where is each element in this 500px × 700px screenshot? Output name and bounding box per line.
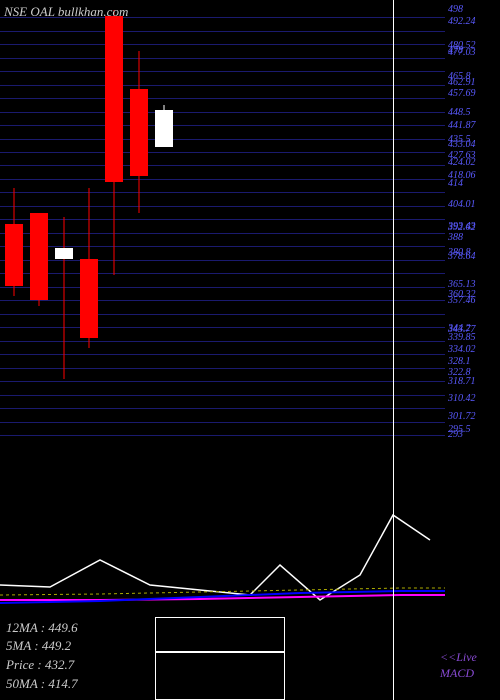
candle: [5, 10, 23, 435]
y-axis-label: 334.02: [448, 345, 476, 355]
candle: [105, 10, 123, 435]
price-panel: [0, 10, 445, 435]
y-axis-label: 301.72: [448, 412, 476, 422]
y-axis-label: 457.69: [448, 89, 476, 99]
candle-body: [105, 16, 123, 182]
indicator-panel: [0, 445, 445, 625]
candle-wick: [64, 217, 65, 379]
y-axis-label: 433.04: [448, 140, 476, 150]
y-axis-label: 492.24: [448, 17, 476, 27]
ma5-label: 5MA : 449.2: [6, 637, 78, 656]
y-axis-label: 498: [448, 5, 463, 15]
live-text-1: <<Live: [440, 650, 477, 666]
y-axis-label: 378.64: [448, 252, 476, 262]
candle: [130, 10, 148, 435]
price-label: Price : 432.7: [6, 656, 78, 675]
live-text-2: MACD: [440, 666, 477, 682]
y-axis-labels: 498492.24478480.52477.03465.8462.91457.6…: [448, 10, 500, 435]
indicator-lines: [0, 445, 445, 625]
info-box: 12MA : 449.6 5MA : 449.2 Price : 432.7 5…: [6, 619, 78, 694]
y-axis-label: 441.87: [448, 121, 476, 131]
y-axis-label: 339.85: [448, 333, 476, 343]
y-axis-label: 357.46: [448, 296, 476, 306]
candle-body: [130, 89, 148, 176]
y-axis-label: 318.71: [448, 377, 476, 387]
ma12-label: 12MA : 449.6: [6, 619, 78, 638]
y-axis-label: 462.91: [448, 78, 476, 88]
y-axis-label: 328.1: [448, 357, 471, 367]
outline-box: [155, 652, 285, 700]
candle-body: [80, 259, 98, 338]
outline-box: [155, 617, 285, 652]
y-axis-label: 293: [448, 430, 463, 440]
y-axis-label: 404.01: [448, 200, 476, 210]
candle: [80, 10, 98, 435]
y-axis-label: 424.02: [448, 158, 476, 168]
y-axis-label: 414: [448, 179, 463, 189]
gridline: [0, 435, 445, 436]
y-axis-label: 388: [448, 233, 463, 243]
candle-body: [5, 224, 23, 286]
candle-body: [30, 213, 48, 300]
y-axis-label: 477.03: [448, 48, 476, 58]
y-axis-label: 310.42: [448, 394, 476, 404]
chart-title: NSE OAL bullkhan.com: [4, 4, 128, 20]
chart-root: NSE OAL bullkhan.com 498492.24478480.524…: [0, 0, 500, 700]
cursor-line: [393, 0, 394, 700]
ma50-label: 50MA : 414.7: [6, 675, 78, 694]
candle: [55, 10, 73, 435]
candle-body: [55, 248, 73, 258]
indicator-line: [0, 515, 430, 600]
live-macd-label: <<Live MACD: [440, 650, 477, 681]
candle: [30, 10, 48, 435]
y-axis-label: 448.5: [448, 108, 471, 118]
candle: [155, 10, 173, 435]
candle-body: [155, 110, 173, 147]
